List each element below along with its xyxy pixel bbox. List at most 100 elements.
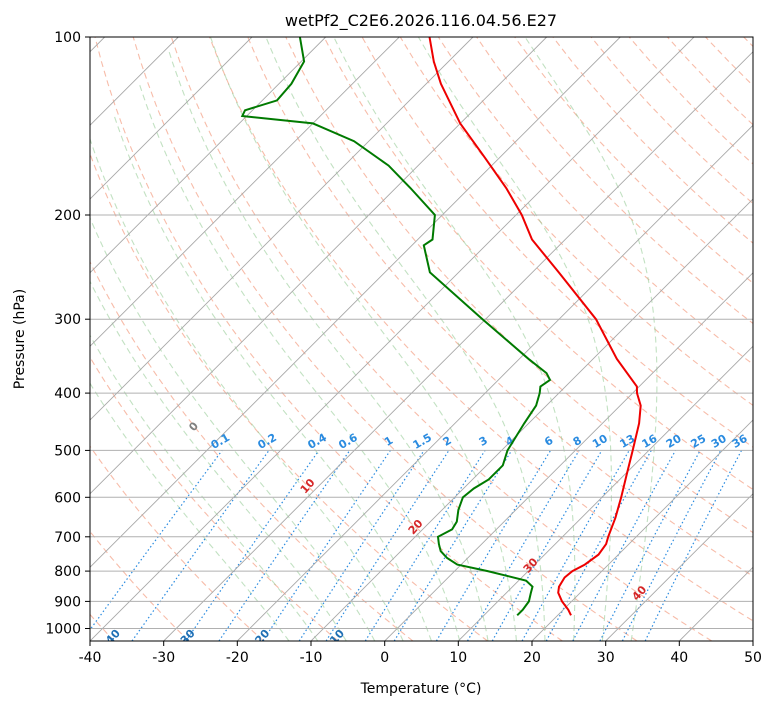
dry-adiabat-line (170, 37, 712, 641)
dry-adiabat-line (90, 530, 190, 641)
moist-adiabat-line (90, 137, 404, 641)
isotherm-line (678, 566, 753, 641)
x-axis-ticks: -40 -30 -20 -10 0 10 20 30 40 50 (79, 641, 762, 666)
dry-adiabat-line (90, 260, 414, 641)
dry-adiabat-label: 30 (521, 555, 541, 575)
dry-adiabat-label: 0 (186, 419, 201, 434)
dewpoint-profile-line (240, 37, 552, 617)
y-axis-ticks: 100 200 300 400 500 600 700 800 900 1000 (45, 30, 90, 638)
moist-adiabat-line (90, 334, 319, 641)
isotherm-line (90, 37, 253, 200)
mixing-ratio-line (644, 450, 743, 641)
moist-adiabat-line (265, 37, 546, 641)
isotherm-line (457, 345, 753, 641)
mixing-ratio-label: 0.4 (306, 431, 330, 452)
mixing-ratio-line (298, 450, 425, 641)
isotherm-lines (90, 37, 753, 641)
y-tick-label: 400 (54, 386, 81, 402)
isotherm-line (605, 493, 753, 641)
dry-adiabat-line (90, 356, 339, 641)
dry-adiabat-line (514, 37, 753, 284)
isotherm-line (163, 51, 753, 641)
mixing-ratio-label: 20 (664, 432, 684, 451)
plot-frame (89, 36, 754, 642)
isotherm-line (236, 124, 753, 641)
x-tick-label: 20 (523, 650, 541, 666)
moist-adiabat-line (209, 37, 518, 641)
moist-adiabat-line (524, 37, 658, 641)
dry-adiabat-line (666, 37, 753, 126)
dry-adiabat-label: -10 (324, 627, 347, 651)
mixing-ratio-label: 0.2 (256, 431, 279, 452)
x-tick-label: 0 (380, 650, 389, 666)
isotherm-line (90, 37, 621, 568)
y-tick-label: 200 (54, 208, 81, 224)
mixing-ratio-line (185, 450, 320, 641)
isotherm-line (384, 272, 753, 641)
y-tick-label: 1000 (45, 622, 81, 638)
mixing-ratio-label: 0.1 (209, 431, 232, 452)
isotherm-line (310, 198, 753, 641)
dry-adiabat-line (323, 37, 753, 491)
dry-adiabat-line (705, 37, 753, 87)
mixing-ratio-line (90, 450, 223, 631)
x-tick-label: 10 (449, 650, 467, 666)
mixing-ratio-line (262, 450, 391, 641)
mixing-ratio-line (545, 450, 652, 641)
temperature-profile-line (428, 37, 642, 616)
moist-adiabat-line (333, 37, 576, 641)
mixing-ratio-line (435, 450, 552, 641)
moist-adiabat-line (167, 49, 489, 641)
x-tick-label: 40 (670, 650, 688, 666)
dry-adiabat-line (590, 37, 753, 205)
moist-adiabat-line (113, 113, 432, 641)
dry-adiabat-line (90, 445, 264, 641)
chart-title: wetPf2_C2E6.2026.116.04.56.E27 (285, 11, 557, 31)
y-tick-label: 500 (54, 443, 81, 459)
y-tick-label: 600 (54, 490, 81, 506)
y-tick-label: 800 (54, 564, 81, 580)
dry-adiabat-line (90, 152, 488, 641)
moist-adiabat-line (138, 83, 461, 641)
x-axis-label: Temperature (°C) (360, 681, 482, 697)
isotherm-line (752, 640, 753, 641)
mixing-ratio-line (621, 450, 722, 641)
x-tick-label: -10 (300, 650, 323, 666)
dry-adiabat-line (208, 37, 753, 622)
dry-adiabat-line (743, 37, 753, 48)
plot-area: 0.1 0.2 0.4 0.6 1 1.5 2 3 4 6 8 10 13 16 20 25 30 36-40 -3… (90, 37, 753, 651)
moist-adiabat-line (417, 37, 613, 641)
x-tick-label: 30 (597, 650, 615, 666)
isotherm-line (90, 37, 695, 641)
dry-adiabats (90, 37, 753, 641)
isotherm-line (90, 37, 474, 421)
y-axis-label: Pressure (hPa) (12, 289, 28, 389)
dry-adiabat-line (285, 37, 753, 534)
moist-adiabat-line (90, 280, 347, 641)
dry-adiabat-label: 10 (298, 476, 318, 496)
x-tick-label: -40 (79, 650, 102, 666)
mixing-ratio-label: 10 (590, 432, 610, 451)
isobar-grid (90, 37, 753, 629)
mixing-ratio-label: 3 (477, 434, 490, 449)
x-tick-label: -20 (226, 650, 249, 666)
dry-adiabat-line (94, 37, 563, 641)
mixing-ratio-line (218, 450, 351, 641)
mixing-ratio-line (521, 450, 630, 641)
x-tick-label: -30 (152, 650, 175, 666)
mixing-ratio-label: 1 (382, 434, 395, 449)
dry-adiabat-line (247, 37, 753, 577)
isotherm-line (90, 37, 400, 347)
mixing-ratio-line (393, 450, 513, 641)
mixing-ratio-label: 25 (689, 432, 709, 451)
moist-adiabat-line (90, 216, 376, 641)
isotherm-line (90, 37, 548, 495)
mixing-ratio-label: 6 (542, 434, 555, 449)
dry-adiabat-line (552, 37, 753, 244)
x-tick-label: 50 (744, 650, 762, 666)
mixing-ratio-label: 36 (730, 432, 750, 451)
y-tick-label: 900 (54, 594, 81, 610)
dry-adiabat-line (132, 37, 638, 641)
profile-series (240, 37, 642, 617)
